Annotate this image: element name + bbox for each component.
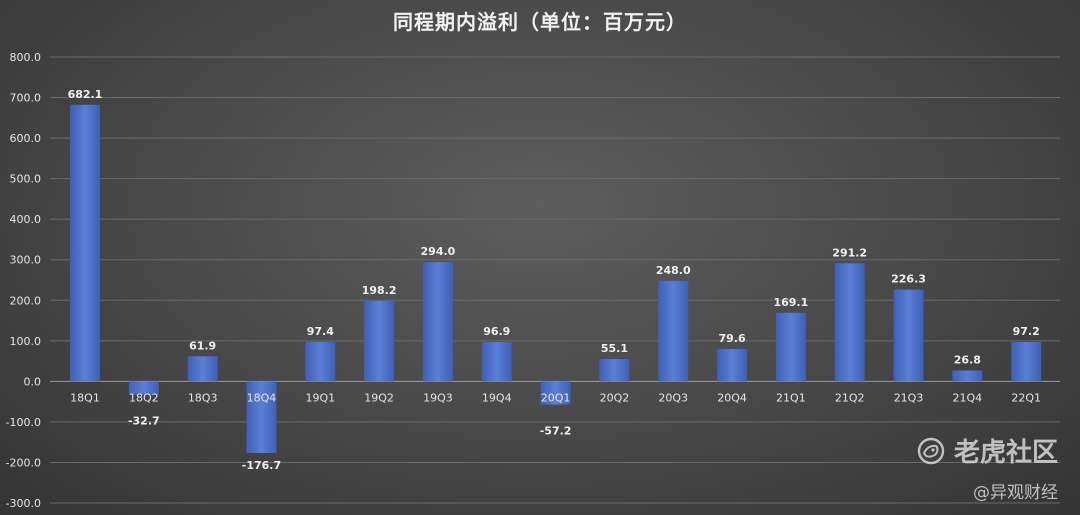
x-tick-label: 20Q3 — [658, 391, 688, 404]
bar — [128, 381, 159, 395]
x-tick-label: 18Q3 — [188, 391, 218, 404]
bar — [599, 359, 630, 382]
y-tick-label: 400.0 — [10, 213, 42, 226]
bar — [481, 342, 512, 382]
x-tick-label: 19Q1 — [305, 391, 335, 404]
bar — [540, 381, 571, 405]
bar — [658, 280, 689, 382]
x-tick-label: 20Q1 — [541, 391, 571, 404]
bar — [70, 104, 100, 382]
bar — [1011, 341, 1042, 382]
x-tick-label: 18Q2 — [129, 391, 159, 404]
data-label: 26.8 — [954, 353, 981, 366]
data-label: 97.4 — [307, 325, 334, 338]
data-label: 169.1 — [773, 296, 808, 309]
y-tick-label: 200.0 — [10, 294, 42, 307]
data-label: 61.9 — [189, 339, 216, 352]
x-tick-label: 18Q1 — [70, 391, 100, 404]
bar — [422, 262, 453, 382]
bar — [893, 289, 924, 382]
data-label: 198.2 — [362, 284, 397, 297]
gridlines — [50, 56, 1060, 504]
x-tick-label: 19Q4 — [482, 391, 512, 404]
bar — [952, 370, 983, 382]
chart-title: 同程期内溢利（单位：百万元） — [393, 10, 687, 34]
bar — [364, 301, 395, 382]
tiger-community-logo-icon — [917, 437, 945, 464]
bars — [70, 104, 1042, 454]
x-tick-label: 22Q1 — [1011, 391, 1041, 404]
x-tick-label: 21Q2 — [835, 391, 865, 404]
x-tick-label: 21Q3 — [894, 391, 924, 404]
data-label: 97.2 — [1013, 325, 1040, 338]
bar — [834, 263, 865, 382]
data-label: 294.0 — [421, 245, 456, 258]
x-tick-label: 19Q3 — [423, 391, 453, 404]
y-tick-label: 700.0 — [10, 92, 42, 105]
y-tick-label: 100.0 — [10, 335, 42, 348]
x-tick-label: 18Q4 — [247, 391, 277, 404]
y-tick-label: -300.0 — [6, 497, 41, 510]
x-tick-label: 19Q2 — [364, 391, 394, 404]
data-label: 291.2 — [832, 246, 867, 259]
y-tick-label: 300.0 — [10, 254, 42, 267]
data-label: 79.6 — [718, 332, 745, 345]
bar — [246, 381, 277, 454]
watermark-brand: 老虎社区 — [953, 438, 1058, 468]
y-tick-label: 800.0 — [10, 51, 42, 64]
x-tick-label: 20Q2 — [600, 391, 630, 404]
y-tick-label: -200.0 — [6, 456, 41, 469]
data-label: -176.7 — [242, 459, 281, 472]
watermark: 老虎社区 — [916, 432, 1058, 469]
y-tick-label: 0.0 — [24, 375, 42, 388]
data-label: -32.7 — [128, 415, 160, 428]
data-label: 682.1 — [68, 88, 103, 101]
bar — [775, 312, 806, 382]
bar — [187, 356, 218, 382]
y-tick-label: -100.0 — [6, 416, 41, 429]
watermark-source: @异观财经 — [973, 483, 1058, 503]
data-label: 248.0 — [656, 264, 691, 277]
x-tick-label: 21Q4 — [953, 391, 983, 404]
data-label: 55.1 — [601, 342, 628, 355]
data-label: -57.2 — [540, 425, 572, 438]
x-axis-ticks: 18Q1 18Q2 18Q3 18Q4 19Q1 19Q2 19Q3 19Q4 20Q1 20Q2… — [70, 391, 1041, 404]
x-tick-label: 20Q4 — [717, 391, 747, 404]
x-tick-label: 21Q1 — [776, 391, 806, 404]
data-label: 226.3 — [891, 273, 926, 286]
y-tick-label: 600.0 — [10, 132, 42, 145]
data-labels: 682.1 -32.7 61.9 -176.7 97.4 198.2 294.0 96.9 -5… — [68, 88, 1040, 472]
bar — [717, 349, 748, 382]
y-axis-ticks: 800.0 700.0 600.0 500.0 400.0 300.0 200.0 100.0… — [6, 51, 41, 510]
data-label: 96.9 — [483, 325, 510, 338]
bar — [305, 341, 336, 382]
y-tick-label: 500.0 — [10, 173, 42, 186]
